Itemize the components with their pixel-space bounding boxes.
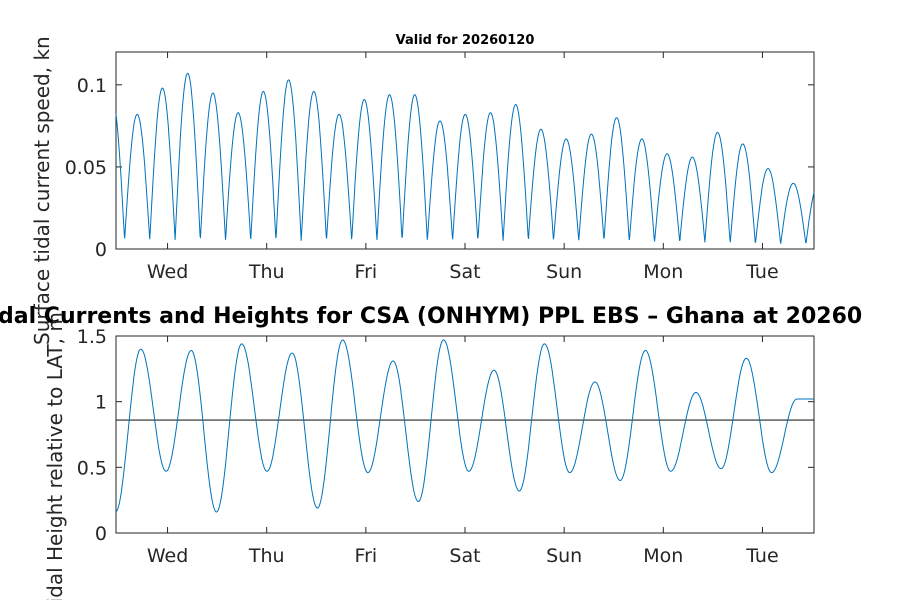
current-speed-x-tick-label: Wed [147,261,188,283]
current-speed-x-tick-label: Sun [546,261,582,283]
tidal-height-plot-frame [115,335,815,534]
current-speed-x-tick-label: Mon [643,261,683,283]
current-speed-x-ticks: Wed Thu Fri Sat Sun Mon Tue [147,52,779,283]
current-speed-y-ticks: 0 0.05 0.1 [65,75,814,261]
tidal-height-x-tick-label: Sat [449,545,480,567]
current-speed-x-tick-label: Fri [355,261,378,283]
tidal-height-title: dal Currents and Heights for CSA (ONHYM)… [0,304,862,329]
current-speed-plot-area [115,72,815,244]
tidal-height-y-tick-label: 0 [95,523,107,545]
current-speed-chart: 0 0.05 0.1 Wed Thu Fri Sat Sun Mon Tue Valid for… [30,33,815,345]
current-speed-x-tick-label: Thu [248,261,285,283]
tidal-height-x-ticks: Wed Thu Fri Sat Sun Mon Tue [147,336,779,567]
current-speed-x-tick-label: Sat [449,261,480,283]
current-speed-series-line [115,72,815,244]
current-speed-y-axis-label: Surface tidal current speed, kn [30,36,54,345]
tidal-height-x-tick-label: Thu [248,545,285,567]
current-speed-y-tick-label: 0 [95,239,107,261]
tidal-height-x-tick-label: Tue [745,545,778,567]
tidal-height-y-tick-label: 1 [95,392,107,414]
tidal-height-y-ticks: 0 0.5 1 1.5 [77,326,814,545]
current-speed-y-tick-label: 0.1 [77,75,107,97]
current-speed-x-tick-label: Tue [745,261,778,283]
tidal-height-series-line [115,339,814,513]
current-speed-title: Valid for 20260120 [396,33,535,48]
tidal-height-x-tick-label: Mon [643,545,683,567]
tidal-height-x-tick-label: Wed [147,545,188,567]
tidal-height-plot-area [115,339,814,513]
tidal-height-x-tick-label: Sun [546,545,582,567]
tidal-height-x-tick-label: Fri [355,545,378,567]
tidal-height-y-tick-label: 0.5 [77,457,107,479]
tidal-height-y-tick-label: 1.5 [77,326,107,348]
tidal-height-chart: 0 0.5 1 1.5 Wed Thu Fri Sat Sun Mon Tue dal Curre… [0,304,862,600]
current-speed-y-tick-label: 0.05 [65,157,107,179]
current-speed-plot-frame [115,51,815,250]
tidal-height-y-axis-label: Tidal Height relative to LAT, m [43,312,67,600]
